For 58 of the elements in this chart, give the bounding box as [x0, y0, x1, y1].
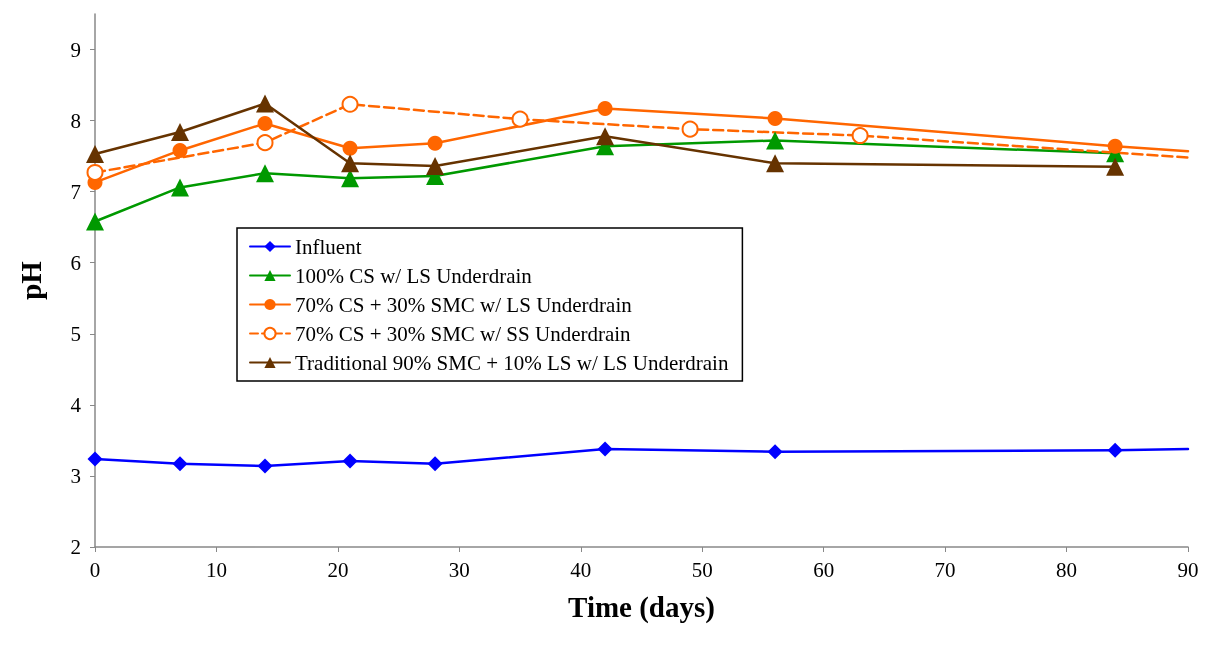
- legend-label: Traditional 90% SMC + 10% LS w/ LS Underdrain: [295, 350, 729, 375]
- point: [767, 110, 783, 126]
- point: [596, 127, 615, 146]
- y-tick-label: 8: [70, 108, 81, 133]
- point: [172, 142, 188, 158]
- x-tick-label: 60: [813, 557, 835, 582]
- legend-label: 70% CS + 30% SMC w/ LS Underdrain: [295, 292, 633, 317]
- legend-label: 100% CS w/ LS Underdrain: [295, 263, 533, 288]
- point: [1107, 138, 1123, 154]
- point: [767, 444, 783, 460]
- x-axis-title: Time (days): [568, 590, 715, 624]
- point: [1107, 442, 1123, 458]
- point: [86, 145, 104, 163]
- point: [681, 120, 699, 138]
- point: [597, 101, 613, 117]
- y-tick-label: 2: [70, 535, 81, 559]
- point: [256, 134, 274, 152]
- x-tick-label: 20: [327, 557, 349, 582]
- point: [171, 122, 190, 141]
- x-tick-label: 70: [934, 557, 956, 582]
- y-tick-label: 4: [70, 392, 82, 417]
- legend-label: Influent: [295, 234, 362, 259]
- x-tick-label: 0: [89, 557, 101, 582]
- y-tick-label: 3: [70, 463, 81, 488]
- point: [511, 110, 529, 128]
- y-tick-label: 7: [70, 179, 81, 204]
- point: [851, 127, 869, 145]
- y-tick-label: 5: [70, 321, 81, 346]
- point: [341, 95, 359, 113]
- point: [86, 163, 104, 181]
- point: [341, 154, 360, 173]
- point: [342, 453, 358, 469]
- point: [427, 456, 443, 472]
- point: [171, 178, 190, 197]
- y-axis-title: pH: [14, 260, 47, 300]
- point: [597, 441, 613, 457]
- point: [172, 456, 188, 472]
- y-tick-label: 9: [70, 37, 81, 62]
- x-tick-label: 30: [448, 557, 470, 582]
- point: [766, 154, 785, 173]
- point: [342, 140, 358, 156]
- point: [87, 451, 103, 467]
- point: [766, 131, 785, 150]
- point: [256, 94, 275, 113]
- y-tick-label: 6: [70, 250, 81, 275]
- legend-label: 70% CS + 30% SMC w/ SS Underdrain: [295, 321, 632, 346]
- point: [257, 458, 273, 474]
- point: [257, 115, 273, 131]
- point: [427, 135, 443, 151]
- x-tick-label: 10: [205, 557, 227, 582]
- point: [426, 157, 445, 176]
- x-tick-label: 90: [1177, 557, 1199, 582]
- x-tick-label: 80: [1056, 557, 1078, 582]
- point: [1106, 157, 1125, 176]
- point: [256, 164, 275, 183]
- x-tick-label: 40: [570, 557, 592, 582]
- point: [86, 212, 104, 231]
- x-tick-label: 50: [691, 557, 713, 582]
